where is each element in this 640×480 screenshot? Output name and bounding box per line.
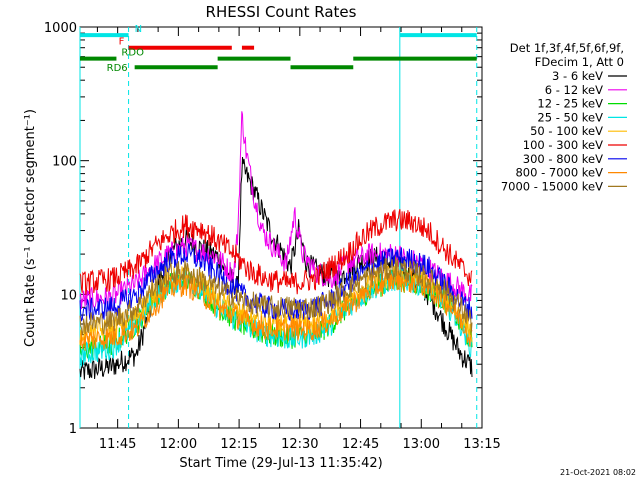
y-axis: 1 10 100 1000 [44,21,482,437]
x-axis: 11:45 12:00 12:15 12:30 12:45 13:00 13:15 [96,27,501,452]
y-tick-label: 1000 [44,21,77,36]
legend-label: 25 - 50 keV [537,110,603,124]
flag-label: RD6 [107,63,128,74]
x-tick-label: 13:15 [463,437,500,452]
x-tick-label: 12:30 [281,437,318,452]
legend-label: 3 - 6 keV [552,69,603,83]
flag-label: F [119,37,125,48]
series-line [79,256,473,336]
x-tick-label: 12:00 [160,437,197,452]
legend-label: 6 - 12 keV [545,83,603,97]
y-tick-label: 10 [60,288,77,303]
chart-title: RHESSI Count Rates [206,3,357,21]
footer-date: 21-Oct-2021 08:02 [560,468,636,477]
series-line [79,242,473,322]
y-tick-label: 1 [69,422,77,437]
x-axis-label: Start Time (29-Jul-13 11:35:42) [179,456,382,471]
flag-label: N [135,24,142,35]
series-lines [79,111,473,380]
flag-label: RDO [121,48,144,59]
legend-label: 7000 - 15000 keV [501,179,603,193]
legend-label: 800 - 7000 keV [515,166,603,180]
x-tick-label: 13:00 [403,437,440,452]
legend-label: 300 - 800 keV [523,152,603,166]
plot-area: 1 10 100 1000 11:45 12:00 12:15 12:30 12:45 13:00… [44,21,501,452]
legend-label: 12 - 25 keV [537,97,603,111]
legend-label: 50 - 100 keV [530,124,603,138]
y-tick-label: 100 [52,155,77,170]
legend-header: FDecim 1, Att 0 [535,55,624,69]
x-tick-label: 11:45 [99,437,136,452]
series-line [79,208,473,295]
legend-label: 100 - 300 keV [523,138,603,152]
legend-header: Det 1f,3f,4f,5f,6f,9f, [510,41,624,55]
x-tick-label: 12:45 [342,437,379,452]
x-tick-label: 12:15 [220,437,257,452]
y-axis-label: Count Rate (s⁻¹ detector segment⁻¹) [23,109,38,347]
legend: Det 1f,3f,4f,5f,6f,9f,FDecim 1, Att 03 -… [501,41,627,193]
